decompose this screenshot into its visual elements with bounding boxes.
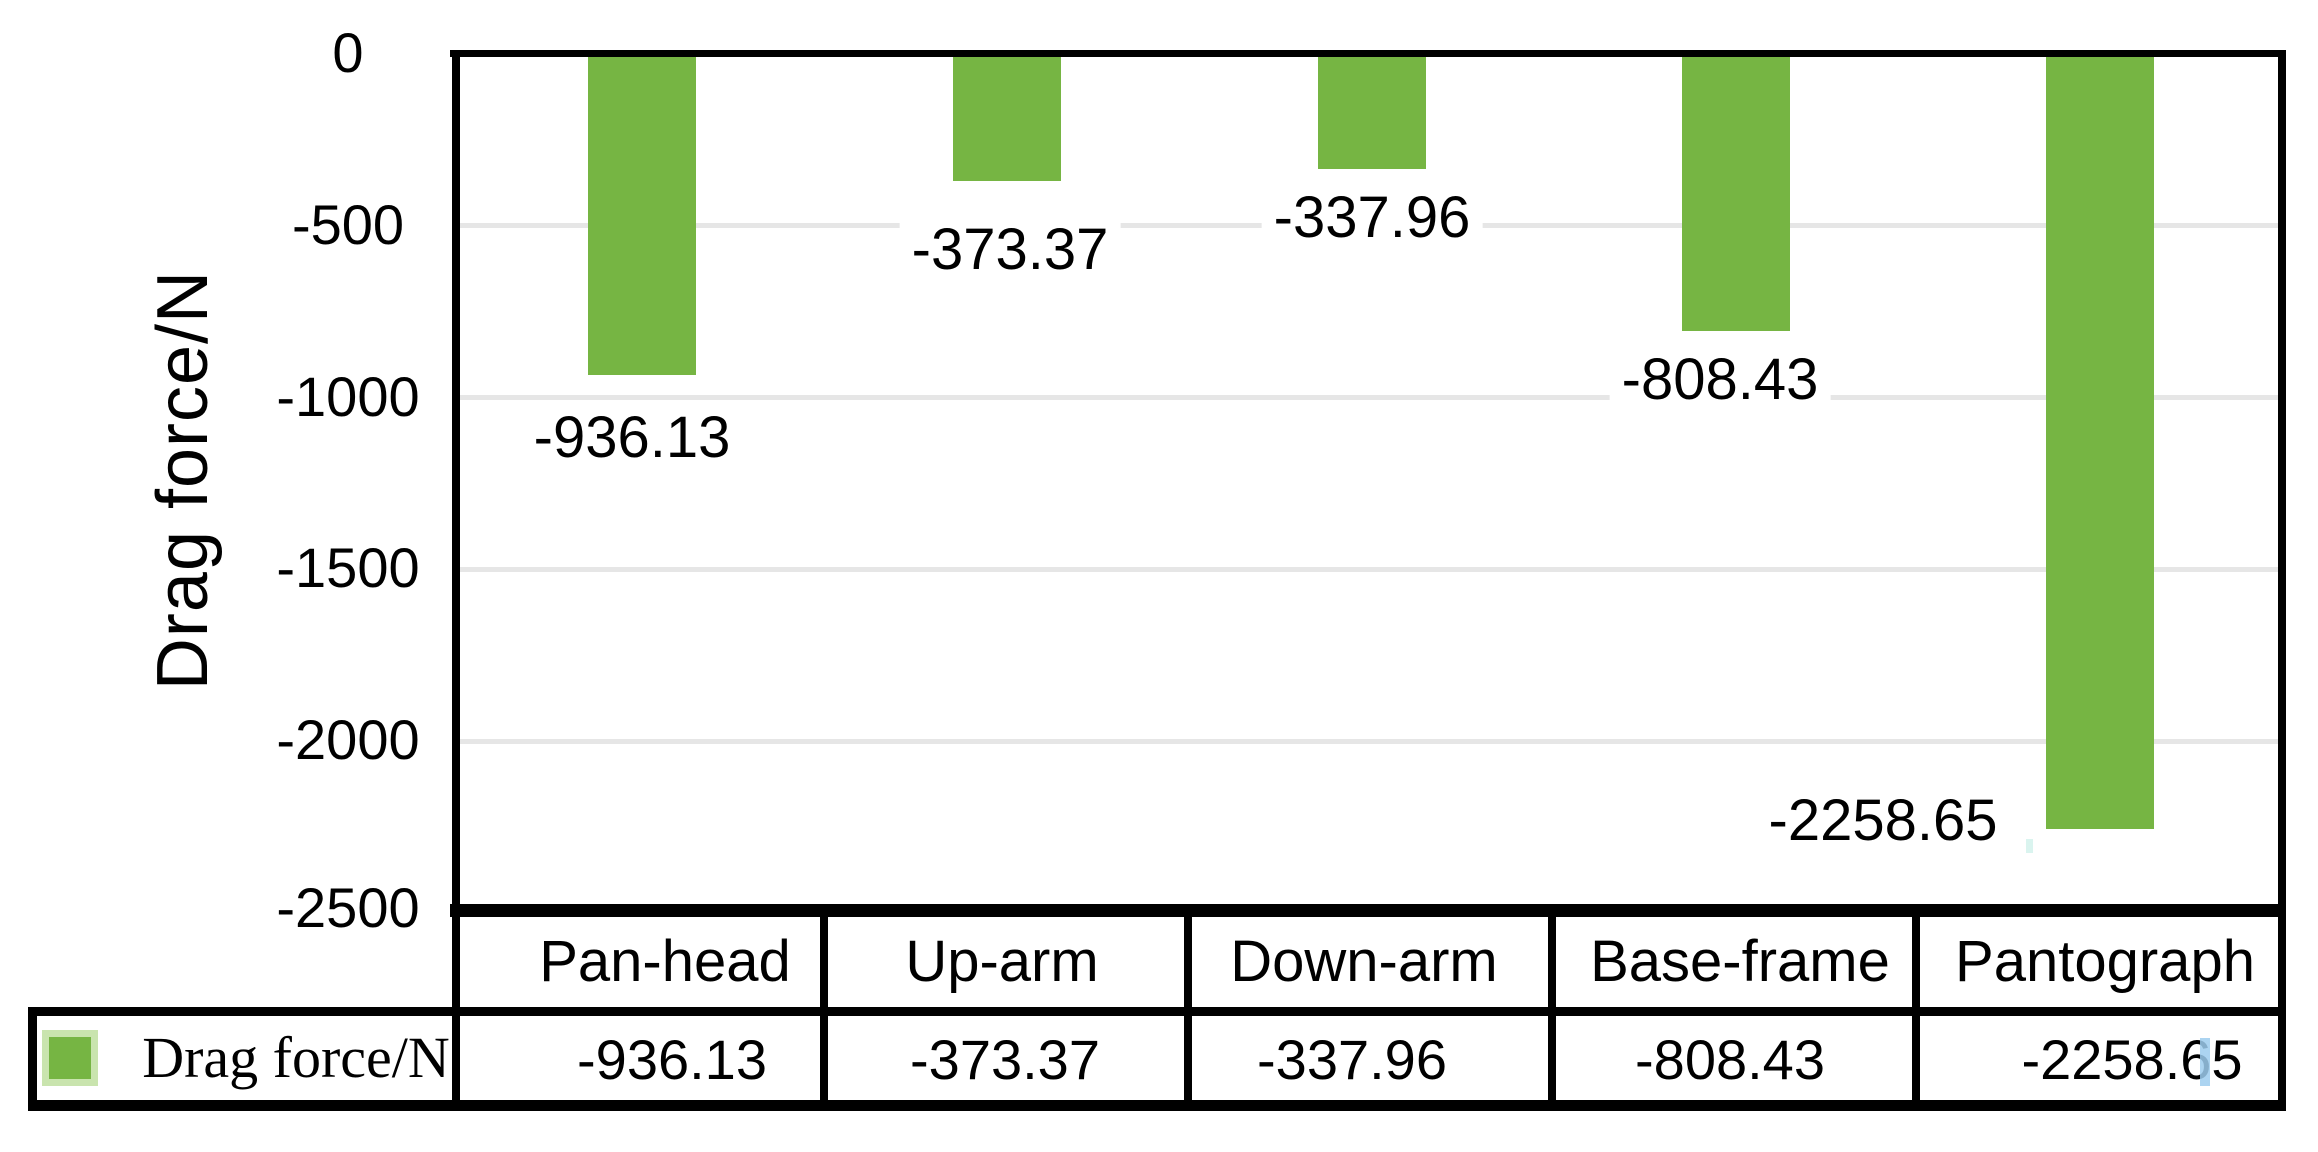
- border-line: [28, 1007, 37, 1111]
- border-line: [28, 1007, 2286, 1016]
- table-value-cell: -337.96: [1257, 1028, 1447, 1091]
- table-header-cell: Down-arm: [1230, 929, 1498, 994]
- y-tick-label: 0: [332, 21, 364, 84]
- smudge-artifact: [2026, 839, 2033, 853]
- table-header-cell: Pantograph: [1955, 929, 2255, 994]
- bar: [953, 57, 1061, 181]
- bar-value-label: -808.43: [1609, 345, 1831, 415]
- table-value-cell: -808.43: [1635, 1028, 1825, 1091]
- bar: [588, 57, 696, 375]
- border-line: [820, 904, 828, 1111]
- bar-value-label: -936.13: [521, 403, 743, 473]
- legend-cell: Drag force/N: [39, 1016, 453, 1100]
- bar-value-label: -373.37: [899, 215, 1121, 285]
- table-value-cell: -373.37: [910, 1028, 1100, 1091]
- y-tick-label: -2500: [276, 876, 420, 939]
- legend-label: Drag force/N: [142, 1025, 450, 1090]
- y-tick-label: -2000: [276, 708, 420, 771]
- gridline: [460, 567, 2278, 572]
- border-line: [450, 904, 2286, 917]
- y-axis-title: Drag force/N: [143, 269, 223, 691]
- bar-value-label: -2258.65: [1756, 786, 2010, 856]
- y-tick-label: -1000: [276, 365, 420, 428]
- gridline: [460, 739, 2278, 744]
- y-tick-label: -500: [291, 193, 405, 256]
- table-header-cell: Up-arm: [905, 929, 1099, 994]
- border-line: [1184, 904, 1192, 1111]
- gridline: [460, 395, 2278, 400]
- bar-value-label: -337.96: [1261, 183, 1483, 253]
- border-line: [2278, 50, 2286, 1111]
- table-value-cell: -936.13: [577, 1028, 767, 1091]
- bar: [1682, 57, 1790, 331]
- legend-swatch-icon: [42, 1030, 99, 1086]
- table-header-cell: Pan-head: [539, 929, 791, 994]
- table-header-cell: Base-frame: [1590, 929, 1890, 994]
- border-line: [452, 50, 460, 1111]
- border-line: [450, 50, 2286, 57]
- bar: [1318, 57, 1426, 169]
- y-tick-label: -1500: [276, 536, 420, 599]
- bar: [2046, 57, 2154, 829]
- border-line: [1548, 904, 1556, 1111]
- text-cursor-artifact: [2200, 1038, 2210, 1086]
- border-line: [1912, 904, 1920, 1111]
- border-line: [28, 1100, 2286, 1111]
